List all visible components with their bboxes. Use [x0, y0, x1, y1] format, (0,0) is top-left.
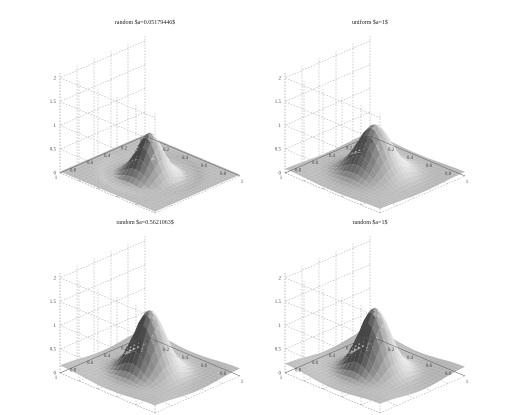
z-tick-label: 0.5	[275, 148, 282, 153]
z-tick-label: 1.5	[50, 100, 57, 105]
surface-plot-4: 00.511.5200.20.40.60.8100.20.40.60.81ran…	[275, 219, 469, 414]
z-tick-label: 0.5	[275, 348, 282, 353]
y-tick-label: 1	[280, 176, 283, 181]
y-tick-label: 0.6	[312, 161, 319, 166]
y-tick-label: 0	[365, 139, 368, 144]
z-tick-label: 0.5	[50, 148, 57, 153]
x-tick-label: 0.2	[163, 348, 170, 353]
z-tick-label: 1.5	[50, 300, 57, 305]
x-tick-label: 1	[466, 180, 469, 185]
subplot-title: random $a=0.5621063$	[116, 219, 173, 226]
z-tick-label: 2	[54, 76, 57, 81]
y-tick-label: 1	[55, 176, 58, 181]
y-tick-label: 0	[140, 139, 143, 144]
z-tick-label: 2	[279, 76, 282, 81]
z-tick-label: 1	[54, 324, 57, 329]
surface-mesh	[60, 310, 240, 406]
x-tick-label: 0.2	[388, 348, 395, 353]
x-tick-label: 0.8	[220, 372, 227, 377]
surface-mesh	[285, 307, 465, 404]
y-tick-label: 0	[365, 339, 368, 344]
x-tick-label: 0.2	[388, 148, 395, 153]
y-tick-label: 0.4	[104, 154, 111, 159]
subplot-title: random $a=0.05179446$	[115, 19, 175, 26]
surface-mesh	[60, 132, 240, 212]
x-tick-label: 0.6	[201, 364, 208, 369]
x-tick-label: 0.8	[445, 372, 452, 377]
surface-plot-3: 00.511.5200.20.40.60.8100.20.40.60.81ran…	[50, 219, 244, 414]
z-tick-label: 0.5	[50, 348, 57, 353]
y-tick-label: 1	[280, 376, 283, 381]
y-tick-label: 0.4	[329, 154, 336, 159]
x-tick-label: 0	[146, 340, 149, 345]
y-tick-label: 0.6	[87, 161, 94, 166]
x-tick-label: 0.6	[201, 164, 208, 169]
y-tick-label: 0.2	[121, 346, 128, 351]
y-tick-label: 0.4	[329, 354, 336, 359]
x-tick-label: 0.8	[445, 172, 452, 177]
x-tick-label: 0.6	[426, 164, 433, 169]
y-tick-label: 0.8	[70, 369, 77, 374]
z-tick-label: 1	[279, 324, 282, 329]
x-tick-label: 0.2	[163, 148, 170, 153]
surface-plot-2: 00.511.5200.20.40.60.8100.20.40.60.81uni…	[275, 19, 469, 214]
y-tick-label: 0.2	[346, 146, 353, 151]
z-tick-label: 1.5	[275, 100, 282, 105]
subplot-title: random $a=1$	[353, 219, 388, 226]
y-tick-label: 0.8	[295, 169, 302, 174]
x-tick-label: 1	[241, 380, 244, 385]
y-tick-label: 0	[140, 339, 143, 344]
x-tick-label: 0.4	[407, 356, 414, 361]
x-tick-label: 0.8	[220, 172, 227, 177]
y-tick-label: 1	[55, 376, 58, 381]
y-tick-label: 0.8	[70, 169, 77, 174]
z-tick-label: 2	[54, 276, 57, 281]
x-tick-label: 0	[146, 140, 149, 145]
z-tick-label: 0	[279, 372, 282, 377]
subplot-title: uniform $a=1$	[352, 19, 388, 26]
z-tick-label: 0	[54, 172, 57, 177]
z-tick-label: 1.5	[275, 300, 282, 305]
y-tick-label: 0.4	[104, 354, 111, 359]
x-tick-label: 0.6	[426, 364, 433, 369]
z-tick-label: 1	[54, 124, 57, 129]
x-tick-label: 0.4	[407, 156, 414, 161]
x-tick-label: 1	[241, 180, 244, 185]
z-tick-label: 0	[54, 372, 57, 377]
y-tick-label: 0.6	[87, 361, 94, 366]
z-tick-label: 1	[279, 124, 282, 129]
surface-plot-1: 00.511.5200.20.40.60.8100.20.40.60.81ran…	[50, 19, 244, 214]
x-tick-label: 0	[371, 340, 374, 345]
y-tick-label: 0.8	[295, 369, 302, 374]
x-tick-label: 0	[371, 140, 374, 145]
surface-mesh	[285, 124, 465, 209]
y-tick-label: 0.2	[346, 346, 353, 351]
z-tick-label: 0	[279, 172, 282, 177]
x-tick-label: 0.4	[182, 156, 189, 161]
x-tick-label: 1	[466, 380, 469, 385]
z-tick-label: 2	[279, 276, 282, 281]
y-tick-label: 0.6	[312, 361, 319, 366]
y-tick-label: 0.2	[121, 146, 128, 151]
x-tick-label: 0.4	[182, 356, 189, 361]
